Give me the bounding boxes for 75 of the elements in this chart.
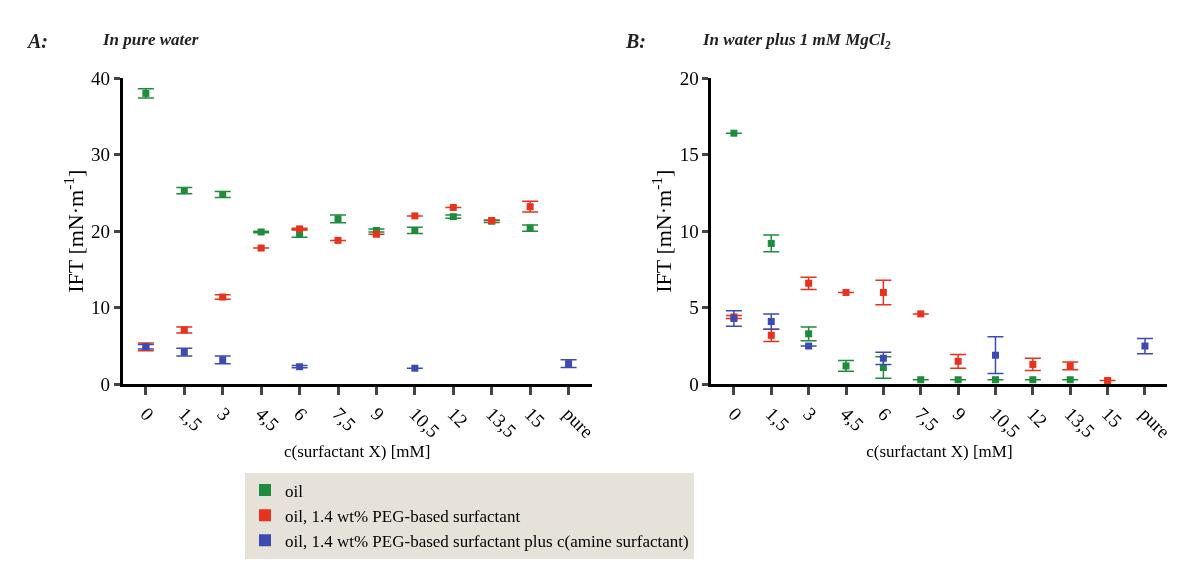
chart-title: B: <box>625 30 646 52</box>
y-tick-label: 5 <box>689 297 699 319</box>
x-tick-label: 12 <box>1023 403 1052 432</box>
legend-label: oil <box>285 481 304 501</box>
point <box>219 293 227 301</box>
y-tick-label: 40 <box>91 67 110 89</box>
point <box>257 228 265 236</box>
point <box>730 129 738 137</box>
x-tick-label: 9 <box>366 403 389 425</box>
x-tick-label: 6 <box>873 403 896 425</box>
x-tick-label: 15 <box>520 403 549 432</box>
point <box>449 203 457 211</box>
x-tick-label: 1,5 <box>761 403 794 435</box>
point <box>296 225 304 233</box>
point <box>142 89 150 97</box>
y-tick-label: 0 <box>689 373 699 395</box>
point <box>296 363 304 371</box>
point <box>917 310 925 318</box>
y-tick-label: 20 <box>679 67 699 89</box>
point <box>411 212 419 220</box>
point <box>842 288 850 296</box>
chart-subtitle: In water plus 1 mM MgCl$_{2}$ <box>702 30 891 52</box>
x-tick-label: pure <box>559 403 598 443</box>
x-tick-label: 6 <box>290 403 312 425</box>
point <box>257 244 265 252</box>
legend-label: oil, 1.4 wt% PEG-based surfactant <box>285 506 521 526</box>
point <box>180 348 188 356</box>
x-tick-label: 1,5 <box>174 403 207 435</box>
y-tick-label: 10 <box>679 220 699 242</box>
point <box>180 326 188 334</box>
point <box>1104 376 1112 384</box>
point <box>954 376 962 384</box>
x-tick-label: 3 <box>799 403 821 425</box>
point <box>180 187 188 195</box>
x-tick-label: 7,5 <box>911 403 943 435</box>
x-tick-label: 15 <box>1098 403 1127 432</box>
x-tick-label: 3 <box>213 403 235 425</box>
legend-label: oil, 1.4 wt% PEG-based surfactant plus c(amine surfactant) <box>285 531 689 551</box>
point <box>219 356 227 364</box>
x-tick-label: 13,5 <box>1060 403 1100 442</box>
y-tick-label: 10 <box>91 297 110 319</box>
x-tick-label: 4,5 <box>251 403 284 435</box>
point <box>449 213 457 221</box>
x-tick-label: 9 <box>948 403 971 425</box>
x-tick-label: 7,5 <box>328 403 361 435</box>
chart-title: A: <box>26 30 48 52</box>
x-tick-label: 10,5 <box>985 403 1025 442</box>
point <box>565 360 573 368</box>
chart-subtitle: In pure water <box>102 30 199 49</box>
x-tick-label: 0 <box>724 403 746 425</box>
point <box>917 376 925 384</box>
x-axis-title: c(surfactant X) [mM] <box>866 441 1013 461</box>
y-tick-label: 15 <box>679 144 699 166</box>
point <box>219 190 227 198</box>
point <box>334 236 342 244</box>
point <box>411 364 419 372</box>
point <box>1066 376 1074 384</box>
point <box>879 288 887 296</box>
y-tick-label: 0 <box>100 373 110 395</box>
point <box>334 215 342 223</box>
y-tick-label: 20 <box>91 220 110 242</box>
y-tick-label: 30 <box>91 144 110 166</box>
point <box>1029 376 1037 384</box>
x-tick-label: 4,5 <box>836 403 869 435</box>
x-tick-label: 10,5 <box>405 403 444 442</box>
x-tick-label: 0 <box>136 403 158 425</box>
point <box>411 226 419 234</box>
point <box>372 230 380 238</box>
x-axis-title: c(surfactant X) [mM] <box>284 441 431 461</box>
point <box>991 376 999 384</box>
x-tick-label: 12 <box>443 403 473 432</box>
x-tick-label: pure <box>1135 403 1175 443</box>
x-tick-label: 13,5 <box>482 403 521 442</box>
point <box>526 224 534 232</box>
point <box>1066 362 1074 370</box>
